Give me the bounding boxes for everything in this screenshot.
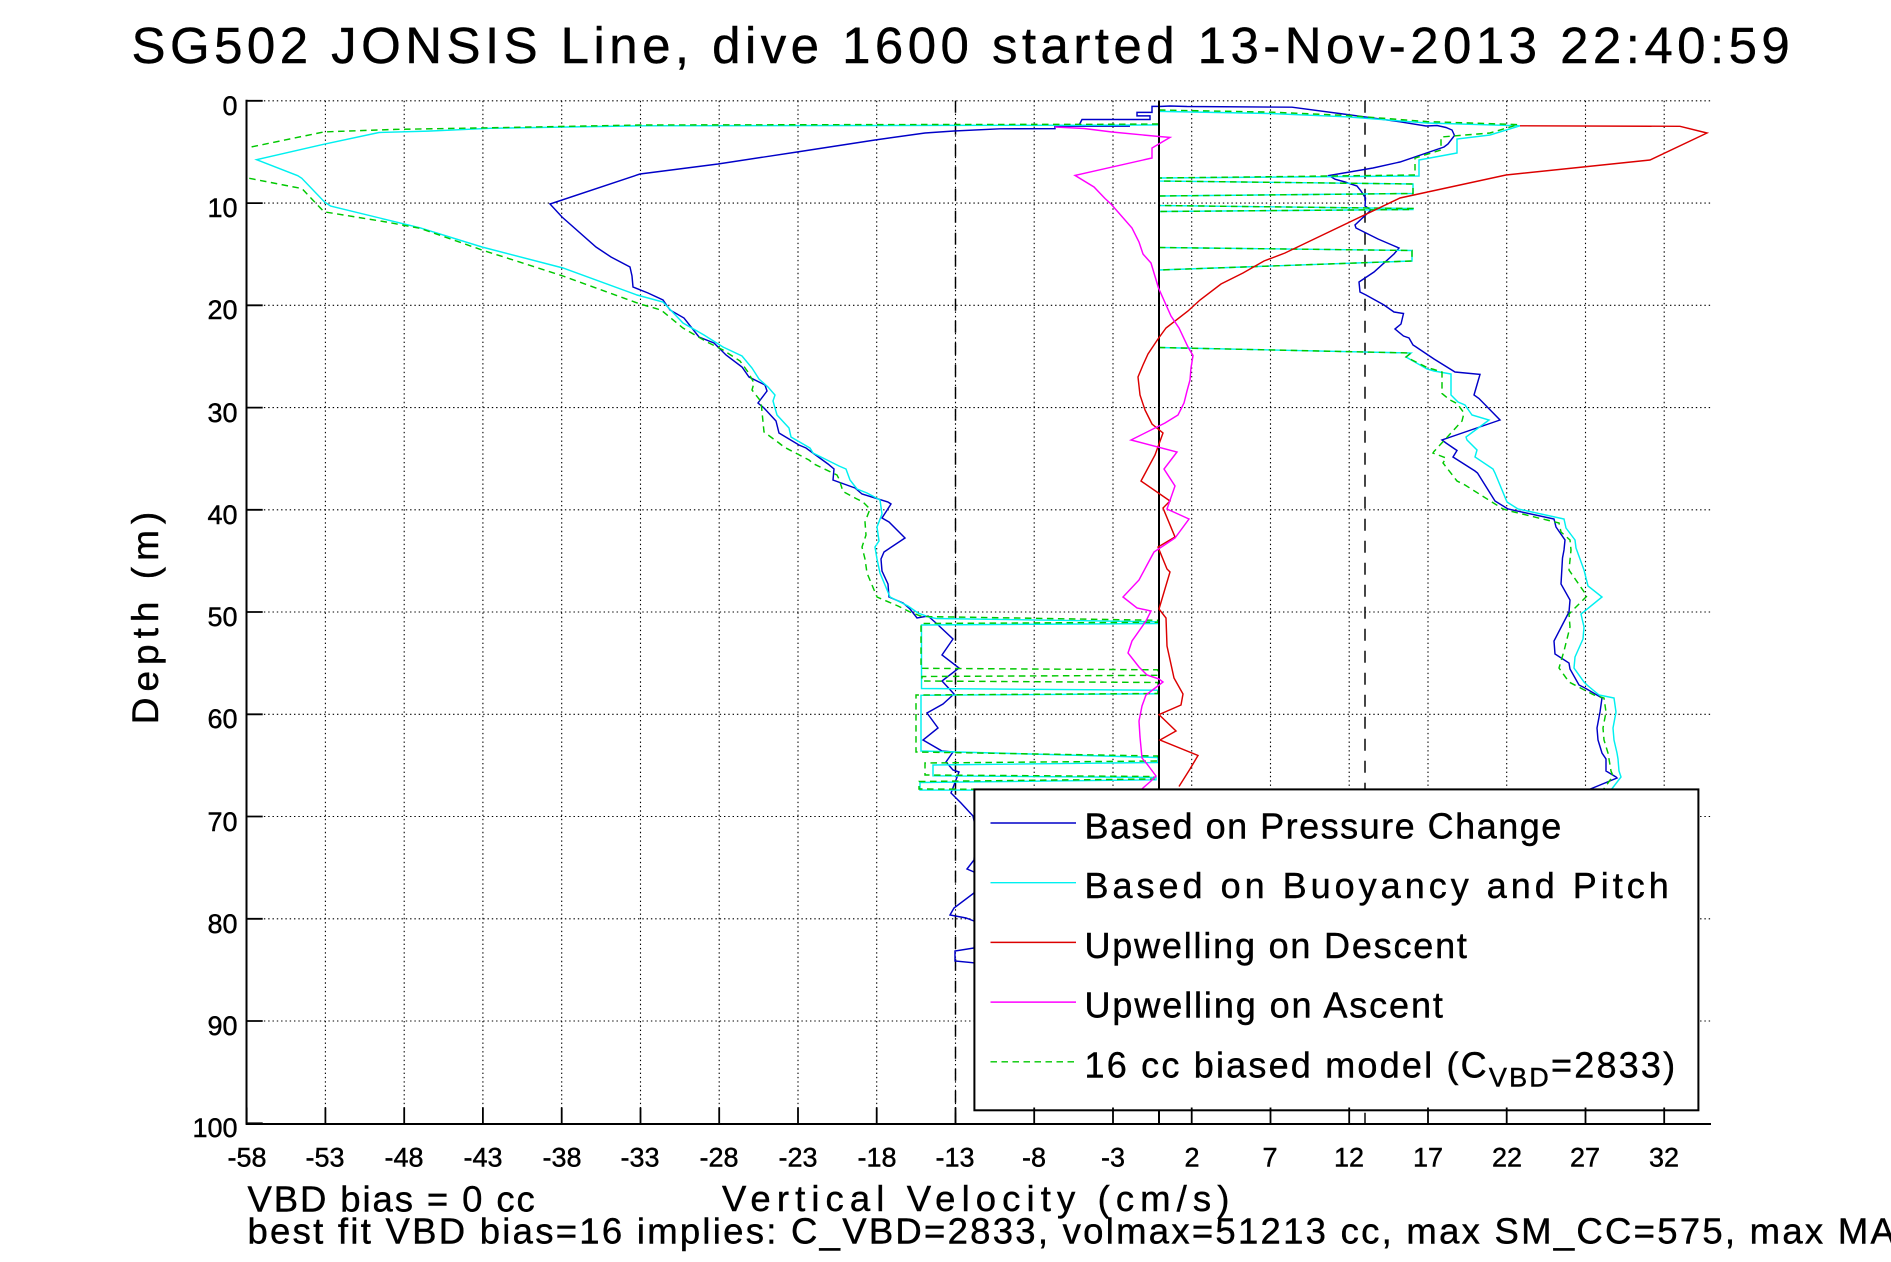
svg-text:70: 70	[207, 807, 237, 837]
svg-text:Based on Buoyancy and Pitch: Based on Buoyancy and Pitch	[1085, 865, 1673, 906]
svg-text:32: 32	[1649, 1143, 1679, 1173]
svg-text:-23: -23	[778, 1143, 817, 1173]
svg-text:VBD bias = 0 cc: VBD bias = 0 cc	[248, 1179, 537, 1220]
svg-text:Depth (m): Depth (m)	[125, 506, 166, 724]
svg-text:Vertical Velocity (cm/s): Vertical Velocity (cm/s)	[722, 1178, 1236, 1219]
svg-text:60: 60	[207, 704, 237, 734]
svg-text:-58: -58	[227, 1143, 266, 1173]
svg-text:40: 40	[207, 500, 237, 530]
svg-text:100: 100	[192, 1113, 237, 1143]
svg-text:30: 30	[207, 398, 237, 428]
svg-text:22: 22	[1492, 1143, 1522, 1173]
svg-text:SG502 JONSIS Line, dive 1600 s: SG502 JONSIS Line, dive 1600 started 13-…	[132, 17, 1795, 74]
svg-text:12: 12	[1334, 1143, 1364, 1173]
svg-text:17: 17	[1413, 1143, 1443, 1173]
svg-text:best fit VBD bias=16 implies:: best fit VBD bias=16 implies: C_VBD=2833…	[248, 1211, 1891, 1252]
svg-text:16 cc biased model (CVBD=2833): 16 cc biased model (CVBD=2833)	[1085, 1044, 1678, 1092]
svg-text:2: 2	[1184, 1143, 1199, 1173]
svg-text:90: 90	[207, 1011, 237, 1041]
svg-text:0: 0	[222, 91, 237, 121]
svg-text:-43: -43	[463, 1143, 502, 1173]
svg-text:7: 7	[1262, 1143, 1277, 1173]
svg-text:50: 50	[207, 602, 237, 632]
svg-text:-13: -13	[935, 1143, 974, 1173]
svg-text:-8: -8	[1022, 1143, 1046, 1173]
svg-text:Based on Pressure Change: Based on Pressure Change	[1085, 806, 1563, 847]
svg-text:80: 80	[207, 909, 237, 939]
svg-text:10: 10	[207, 193, 237, 223]
svg-text:Upwelling on Ascent: Upwelling on Ascent	[1085, 985, 1445, 1026]
svg-text:27: 27	[1570, 1143, 1600, 1173]
svg-text:-18: -18	[857, 1143, 896, 1173]
svg-text:-33: -33	[620, 1143, 659, 1173]
svg-text:-53: -53	[305, 1143, 344, 1173]
svg-text:Upwelling on Descent: Upwelling on Descent	[1085, 925, 1469, 966]
svg-text:20: 20	[207, 295, 237, 325]
svg-text:-38: -38	[542, 1143, 581, 1173]
svg-text:-28: -28	[699, 1143, 738, 1173]
svg-text:-3: -3	[1101, 1143, 1125, 1173]
svg-text:-48: -48	[384, 1143, 423, 1173]
